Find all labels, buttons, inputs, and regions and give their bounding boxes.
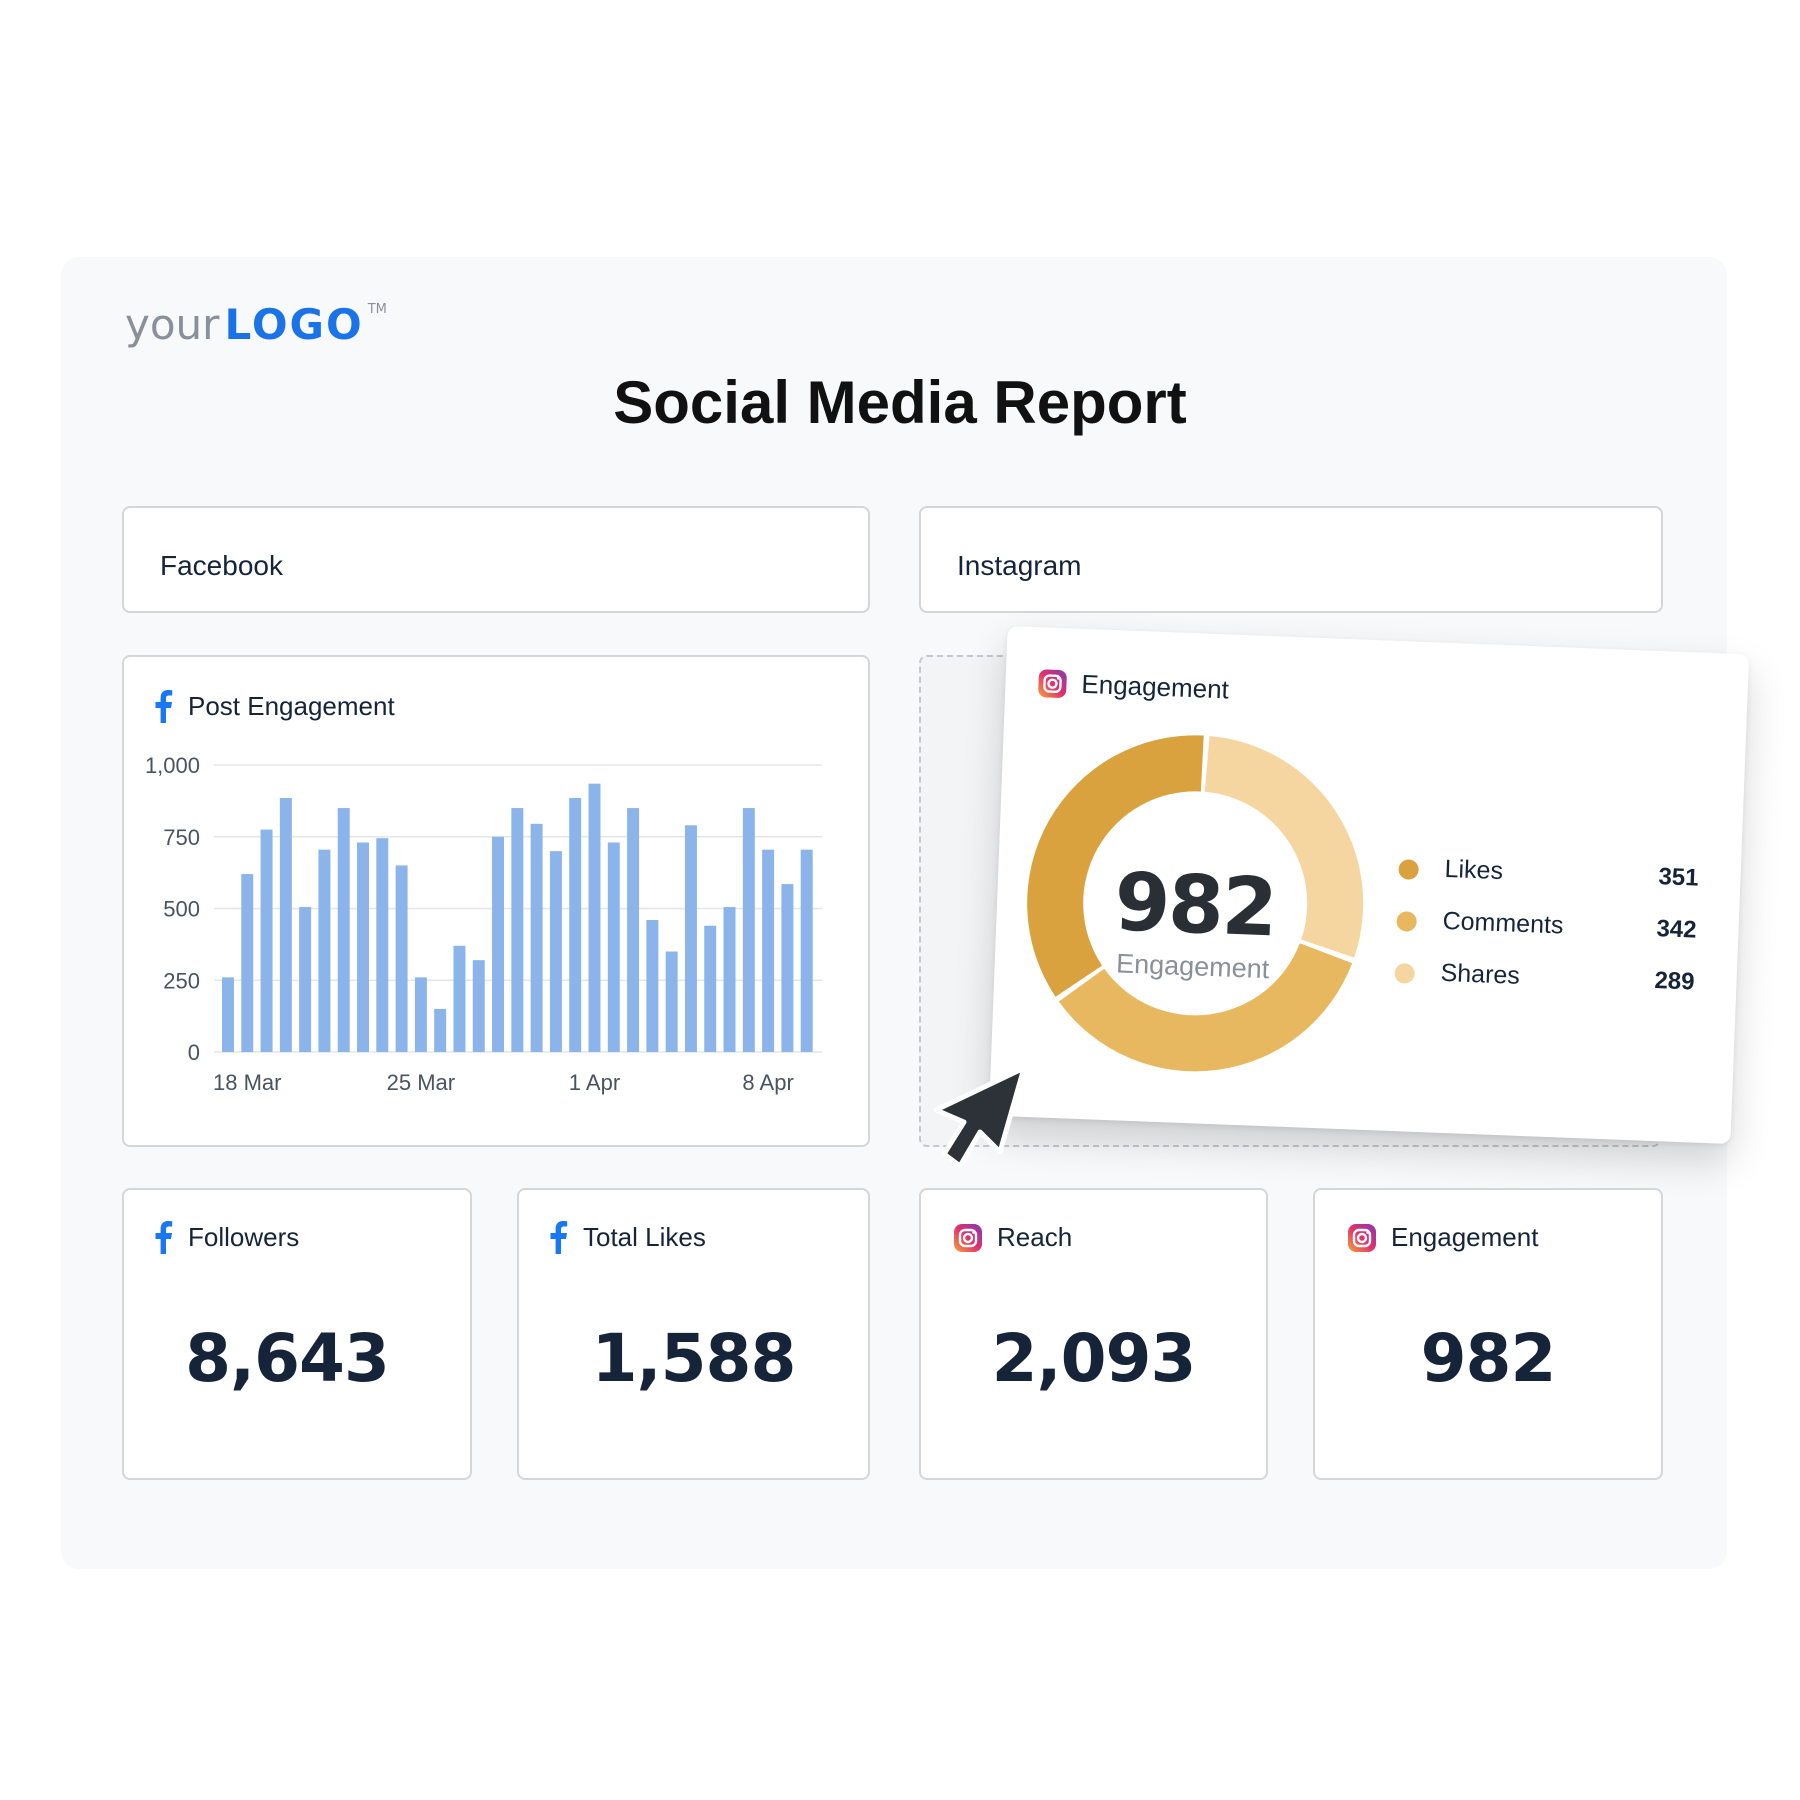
legend-item-comments: Comments 342: [1396, 903, 1697, 954]
total-likes-label: Total Likes: [583, 1221, 706, 1252]
mouse-cursor-icon: [933, 1065, 1027, 1169]
y-tick-label: 500: [163, 897, 200, 922]
facebook-icon: [155, 690, 173, 723]
instagram-icon: [1348, 1223, 1376, 1252]
chart-bar: [646, 919, 659, 1052]
followers-title-row: Followers: [152, 1220, 299, 1254]
chart-bar: [453, 945, 466, 1052]
total-likes-card: Total Likes 1,588: [517, 1188, 870, 1480]
engagement-title-row: Engagement: [1347, 1222, 1538, 1253]
chart-bar: [569, 798, 582, 1052]
chart-bar: [607, 842, 620, 1052]
y-tick-label: 750: [163, 825, 200, 850]
page-title: Social Media Report: [613, 369, 1187, 436]
post-engagement-title: Post Engagement: [188, 690, 395, 721]
chart-bar: [704, 925, 717, 1052]
x-tick-label: 18 Mar: [213, 1070, 281, 1095]
chart-bar: [260, 829, 273, 1052]
instagram-section-label: Instagram: [957, 550, 1082, 581]
chart-bar: [337, 808, 350, 1052]
facebook-section-header[interactable]: Facebook: [122, 506, 870, 613]
legend-label-comments: Comments: [1442, 906, 1565, 940]
legend-dot-shares: [1394, 963, 1416, 984]
engagement-popup-title-row: Engagement: [1037, 667, 1230, 705]
chart-bar: [549, 851, 562, 1052]
engagement-popup-card[interactable]: Engagement 982 Engagement Likes 351 Comm…: [988, 625, 1750, 1145]
legend-item-shares: Shares 289: [1394, 955, 1695, 1006]
chart-bar: [723, 907, 736, 1052]
donut-slice-comments: [1058, 943, 1353, 1072]
chart-bar: [472, 960, 485, 1052]
logo-prefix: your: [125, 300, 220, 349]
donut-slice-shares: [1204, 735, 1364, 958]
instagram-icon: [954, 1223, 982, 1252]
chart-bar: [376, 838, 389, 1052]
chart-bar: [318, 849, 331, 1052]
engagement-donut-chart: [1027, 735, 1364, 1072]
facebook-icon: [550, 1221, 568, 1254]
donut-slice-likes: [1027, 735, 1204, 997]
chart-bar: [684, 825, 697, 1052]
post-engagement-chart: 0 250 500 750 1,000 18 Mar 25 Mar 1 Apr 8 Apr: [145, 753, 822, 1095]
chart-bar: [222, 977, 234, 1052]
chart-bar: [434, 1008, 447, 1052]
donut-center-value: 982: [1112, 855, 1278, 955]
reach-value: 2,093: [991, 1320, 1197, 1397]
engagement-card: Engagement 982: [1313, 1188, 1663, 1480]
chart-bar: [665, 951, 678, 1052]
engagement-value: 982: [1420, 1320, 1557, 1397]
chart-bar: [357, 842, 369, 1052]
chart-bar: [742, 808, 755, 1052]
chart-bar: [279, 798, 292, 1052]
x-tick-label: 1 Apr: [569, 1070, 620, 1095]
legend-label-likes: Likes: [1444, 854, 1504, 886]
reach-title-row: Reach: [953, 1222, 1072, 1253]
followers-label: Followers: [188, 1221, 300, 1252]
chart-bar: [530, 823, 543, 1052]
y-tick-label: 1,000: [145, 753, 200, 778]
total-likes-title-row: Total Likes: [547, 1220, 706, 1254]
x-tick-label: 8 Apr: [742, 1070, 793, 1095]
reach-card: Reach 2,093: [919, 1188, 1268, 1480]
instagram-section-header[interactable]: Instagram: [919, 506, 1663, 613]
chart-bar: [414, 977, 427, 1052]
post-engagement-card: Post Engagement 0 250 500 750 1,000 18 Mar 25 …: [122, 655, 870, 1147]
chart-bar: [627, 808, 640, 1052]
facebook-icon: [155, 1221, 173, 1254]
legend-label-shares: Shares: [1440, 958, 1521, 990]
legend-value-likes: 351: [1657, 863, 1700, 892]
followers-value: 8,643: [185, 1320, 390, 1397]
legend-dot-comments: [1396, 911, 1418, 932]
engagement-label: Engagement: [1391, 1222, 1539, 1252]
instagram-icon: [1038, 668, 1067, 698]
logo-brand: LOGO: [224, 300, 364, 349]
chart-bar: [588, 783, 601, 1052]
facebook-section-label: Facebook: [160, 550, 283, 581]
chart-bar: [492, 836, 505, 1052]
y-tick-label: 250: [163, 968, 200, 993]
chart-bar: [395, 865, 408, 1052]
logo: your LOGO TM: [125, 300, 387, 349]
chart-bar: [781, 884, 794, 1052]
chart-bar: [241, 874, 254, 1052]
chart-bar: [511, 808, 524, 1052]
post-engagement-title-row: Post Engagement: [152, 689, 395, 723]
y-tick-label: 0: [188, 1040, 200, 1065]
reach-label: Reach: [997, 1222, 1073, 1252]
total-likes-value: 1,588: [591, 1320, 797, 1397]
x-tick-label: 25 Mar: [387, 1070, 455, 1095]
legend-value-comments: 342: [1655, 915, 1698, 944]
followers-card: Followers 8,643: [122, 1188, 472, 1480]
legend-dot-likes: [1398, 859, 1420, 880]
legend-value-shares: 289: [1653, 967, 1696, 996]
legend-item-likes: Likes 351: [1398, 851, 1699, 902]
chart-bar: [762, 849, 775, 1052]
engagement-popup-title: Engagement: [1080, 668, 1230, 705]
logo-trademark: TM: [367, 302, 387, 317]
chart-bar: [800, 849, 813, 1052]
chart-bar: [299, 907, 312, 1052]
